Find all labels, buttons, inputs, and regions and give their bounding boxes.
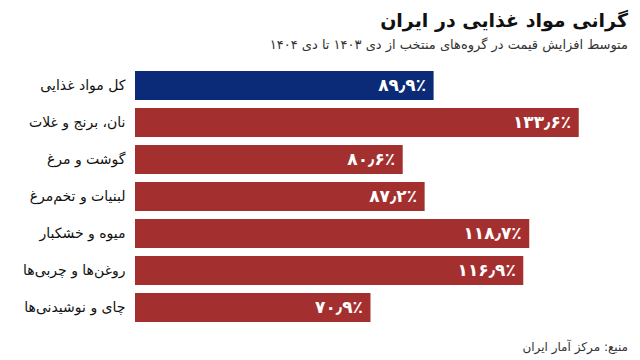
svg-text:نان، برنج و غلات: نان، برنج و غلات [29, 114, 125, 131]
svg-text:۸۹٫۹٪: ۸۹٫۹٪ [378, 75, 426, 95]
svg-text:میوه و خشکبار: میوه و خشکبار [38, 225, 125, 242]
svg-text:روغن‌ها و چربی‌ها: روغن‌ها و چربی‌ها [23, 262, 125, 279]
svg-text:لبنیات و تخم‌مرغ: لبنیات و تخم‌مرغ [30, 188, 126, 205]
svg-text:کل مواد غذایی: کل مواد غذایی [40, 77, 125, 94]
svg-text:۷۰٫۹٪: ۷۰٫۹٪ [315, 297, 363, 317]
svg-text:۱۳۳٫۶٪: ۱۳۳٫۶٪ [513, 112, 571, 132]
svg-text:۸۰٫۶٪: ۸۰٫۶٪ [347, 149, 395, 169]
html-text:متوسط افزایش قیمت در گروه‌های: متوسط افزایش قیمت در گروه‌های منتخب از د… [269, 37, 628, 52]
svg-text:۸۷٫۲٪: ۸۷٫۲٪ [369, 186, 417, 206]
html-text:گرانی مواد غذایی در ایران: گرانی مواد غذایی در ایران [380, 9, 628, 31]
svg-text:گوشت و مرغ: گوشت و مرغ [47, 151, 126, 168]
svg-text:چای و نوشیدنی‌ها: چای و نوشیدنی‌ها [24, 299, 125, 316]
html-text:منبع: مرکز آمار ایران: منبع: مرکز آمار ایران [522, 340, 628, 354]
svg-text:۱۱۸٫۷٪: ۱۱۸٫۷٪ [463, 223, 521, 243]
svg-text:۱۱۶٫۹٪: ۱۱۶٫۹٪ [458, 260, 516, 280]
